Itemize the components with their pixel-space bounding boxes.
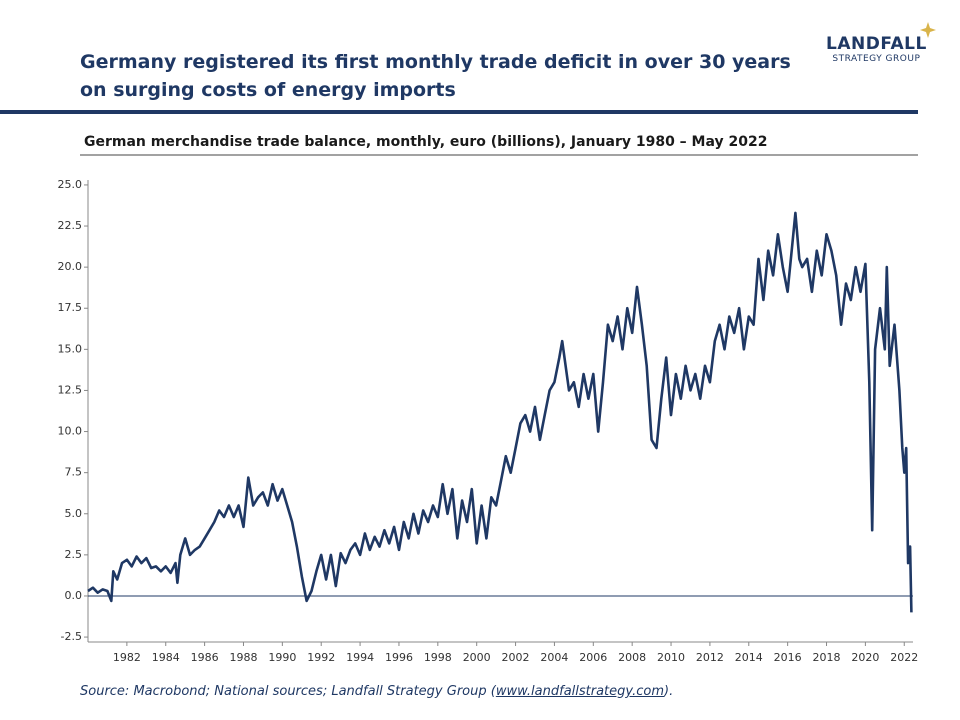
y-tick-label: 2.5 <box>65 548 83 561</box>
x-tick-label: 1994 <box>346 651 374 664</box>
logo: LANDFALL STRATEGY GROUP <box>826 34 927 64</box>
title: Germany registered its first monthly tra… <box>80 51 791 101</box>
x-tick-label: 1984 <box>152 651 180 664</box>
x-tick-label: 2012 <box>696 651 724 664</box>
logo-name: LANDFALL <box>826 34 927 54</box>
subtitle: German merchandise trade balance, monthl… <box>84 134 768 150</box>
y-tick-label: 12.5 <box>58 383 83 396</box>
x-tick-label: 2002 <box>502 651 530 664</box>
x-tick-label: 1982 <box>113 651 141 664</box>
y-tick-label: 22.5 <box>58 219 83 232</box>
y-tick-label: 20.0 <box>58 260 83 273</box>
x-tick-label: 2022 <box>890 651 918 664</box>
x-tick-label: 2004 <box>540 651 568 664</box>
source-end: ). <box>664 684 674 699</box>
y-tick-label: 10.0 <box>58 425 83 438</box>
logo-star <box>920 22 936 38</box>
y-tick-label: -2.5 <box>61 630 82 643</box>
trade-balance-line <box>87 211 913 613</box>
y-tick-label: 7.5 <box>65 466 83 479</box>
x-tick-label: 1990 <box>268 651 296 664</box>
x-tick-label: 1988 <box>229 651 257 664</box>
y-tick-label: 17.5 <box>58 301 83 314</box>
logo-tagline: STRATEGY GROUP <box>832 54 921 64</box>
x-tick-label: 2014 <box>735 651 763 664</box>
y-tick-label: 0.0 <box>65 589 83 602</box>
x-tick-label: 2010 <box>657 651 685 664</box>
source: Source: Macrobond; National sources; Lan… <box>80 684 673 699</box>
y-tick-label: 5.0 <box>65 507 83 520</box>
x-tick-label: 2006 <box>579 651 607 664</box>
x-tick-label: 2016 <box>774 651 802 664</box>
source-text: Source: Macrobond; National sources; Lan… <box>80 684 496 699</box>
x-tick-label: 2018 <box>813 651 841 664</box>
x-tick-label: 1998 <box>424 651 452 664</box>
x-tick-label: 1992 <box>307 651 335 664</box>
x-tick-label: 2008 <box>618 651 646 664</box>
x-tick-label: 2000 <box>463 651 491 664</box>
y-tick-label: 15.0 <box>58 342 83 355</box>
source-link[interactable]: www.landfallstrategy.com <box>495 684 664 699</box>
x-tick-label: 1996 <box>385 651 413 664</box>
y-tick-label: 25.0 <box>58 178 83 191</box>
x-tick-label: 1986 <box>191 651 219 664</box>
x-tick-label: 2020 <box>851 651 879 664</box>
